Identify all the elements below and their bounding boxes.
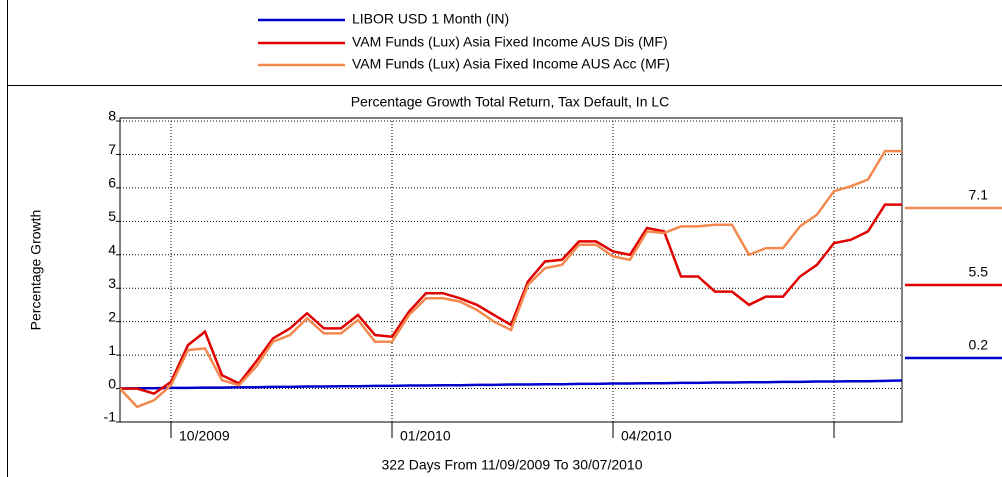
y-tick-label: -1 (104, 409, 117, 425)
frame (7, 0, 8, 477)
x-tick-label: 10/2009 (179, 428, 230, 444)
series-line (119, 149, 902, 409)
legend-label: LIBOR USD 1 Month (IN) (352, 11, 509, 27)
legend-label: VAM Funds (Lux) Asia Fixed Income AUS Di… (352, 34, 668, 50)
y-tick-label: 2 (108, 308, 116, 324)
y-tick-label: 6 (108, 175, 116, 191)
series-line (119, 379, 903, 390)
x-tick-label: 04/2010 (621, 428, 672, 444)
legend-label: VAM Funds (Lux) Asia Fixed Income AUS Ac… (352, 56, 670, 72)
end-label: 0.2 (969, 337, 989, 353)
chart-title: Percentage Growth Total Return, Tax Defa… (351, 94, 670, 110)
y-tick-label: 3 (108, 275, 116, 291)
y-tick-label: 8 (108, 108, 116, 124)
x-tick-label: 01/2010 (400, 428, 451, 444)
y-tick-label: 1 (108, 342, 116, 358)
plot-frame (119, 117, 903, 423)
end-label: 7.1 (969, 187, 989, 203)
y-tick-label: 7 (108, 141, 116, 157)
y-tick-label: 5 (108, 208, 116, 224)
end-label: 5.5 (969, 264, 989, 280)
series-line (120, 203, 902, 395)
y-tick-label: 0 (108, 375, 116, 391)
y-axis-label: Percentage Growth (28, 210, 44, 331)
y-tick-label: 4 (108, 241, 116, 257)
x-axis-label: 322 Days From 11/09/2009 To 30/07/2010 (382, 457, 643, 473)
